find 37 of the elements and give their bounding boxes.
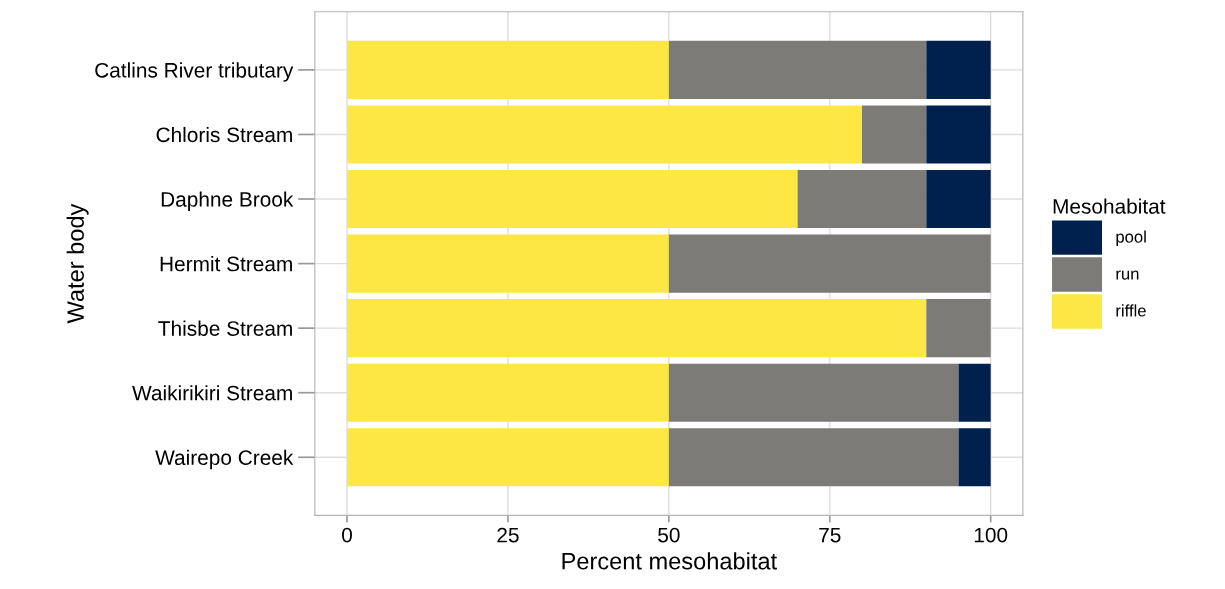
bar xyxy=(926,299,991,358)
bar xyxy=(668,234,991,293)
legend-title: Mesohabitat xyxy=(1053,198,1166,214)
x-axis-title: Percent mesohabitat xyxy=(562,552,777,570)
y-tick-label: Wairepo Creek xyxy=(155,449,294,470)
bar xyxy=(347,169,798,229)
bar xyxy=(668,428,959,487)
bar xyxy=(958,428,991,487)
y-tick-label: Waikirikiri Stream xyxy=(132,385,292,401)
legend-label: run xyxy=(1116,270,1139,280)
x-tick-label: 25 xyxy=(497,527,519,543)
bar xyxy=(926,40,991,99)
bar xyxy=(797,169,927,229)
x-tick-label: 100 xyxy=(974,527,1008,543)
x-tick-label: 50 xyxy=(658,527,680,543)
bar xyxy=(668,363,959,422)
x-tick-label: 0 xyxy=(342,527,352,543)
bar xyxy=(926,105,991,164)
bar xyxy=(926,169,991,229)
bar xyxy=(958,363,991,422)
y-tick-label: Catlins River tributary xyxy=(95,62,294,82)
y-tick-label: Thisbe Stream xyxy=(158,320,292,336)
legend-label: pool xyxy=(1116,230,1146,247)
bar xyxy=(861,105,927,164)
bar xyxy=(347,105,862,164)
y-tick-label: Daphne Brook xyxy=(161,191,294,211)
x-tick-label: 75 xyxy=(819,527,841,543)
y-axis-title: Water body xyxy=(66,203,89,324)
y-tick-label: Chloris Stream xyxy=(156,126,292,143)
bar xyxy=(347,363,669,422)
bar xyxy=(347,234,669,293)
bar xyxy=(347,428,669,487)
bar xyxy=(668,40,927,99)
bar xyxy=(347,299,927,358)
legend-label: riffle xyxy=(1116,304,1146,317)
bar xyxy=(347,40,669,99)
y-tick-label: Hermit Stream xyxy=(160,256,292,272)
